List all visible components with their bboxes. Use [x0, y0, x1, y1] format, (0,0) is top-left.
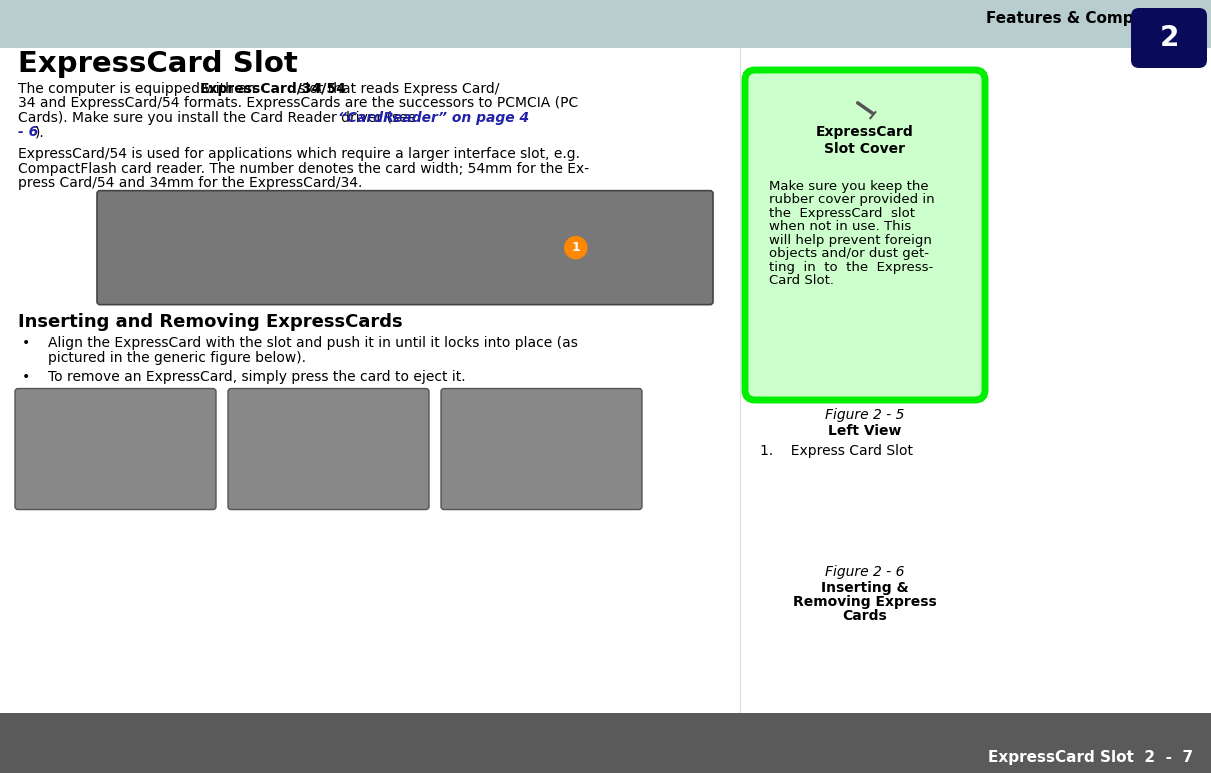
Text: ting  in  to  the  Express-: ting in to the Express- [769, 261, 934, 274]
Text: Make sure you keep the: Make sure you keep the [769, 180, 929, 193]
Text: 2: 2 [1159, 24, 1178, 52]
Text: will help prevent foreign: will help prevent foreign [769, 234, 932, 247]
FancyBboxPatch shape [441, 389, 642, 509]
Text: 1: 1 [572, 241, 580, 254]
Text: To remove an ExpressCard, simply press the card to eject it.: To remove an ExpressCard, simply press t… [48, 369, 465, 384]
Text: •: • [22, 336, 30, 350]
Text: Features & Components: Features & Components [987, 12, 1193, 26]
Text: Inserting and Removing ExpressCards: Inserting and Removing ExpressCards [18, 313, 402, 332]
Circle shape [564, 237, 587, 259]
FancyBboxPatch shape [15, 389, 216, 509]
Text: The computer is equipped with an: The computer is equipped with an [18, 82, 260, 96]
Text: slot that reads Express Card/: slot that reads Express Card/ [294, 82, 499, 96]
FancyBboxPatch shape [0, 0, 1211, 48]
Text: •: • [22, 369, 30, 384]
FancyBboxPatch shape [0, 713, 1211, 773]
Text: ).: ). [35, 125, 45, 139]
Text: “CardReader” on page 4: “CardReader” on page 4 [338, 111, 529, 125]
Text: CompactFlash card reader. The number denotes the card width; 54mm for the Ex-: CompactFlash card reader. The number den… [18, 162, 589, 175]
Text: pictured in the generic figure below).: pictured in the generic figure below). [48, 351, 306, 365]
FancyBboxPatch shape [1131, 8, 1207, 68]
Text: Inserting &: Inserting & [821, 581, 908, 595]
Text: Removing Express: Removing Express [793, 595, 937, 609]
Text: ExpressCard
Slot Cover: ExpressCard Slot Cover [816, 125, 914, 156]
Text: ExpressCard Slot  2  -  7: ExpressCard Slot 2 - 7 [988, 750, 1193, 765]
Text: Figure 2 - 6: Figure 2 - 6 [825, 565, 905, 579]
FancyBboxPatch shape [228, 389, 429, 509]
Text: 34 and ExpressCard/54 formats. ExpressCards are the successors to PCMCIA (PC: 34 and ExpressCard/54 formats. ExpressCa… [18, 97, 578, 111]
Text: Cards: Cards [843, 609, 888, 623]
FancyBboxPatch shape [97, 191, 713, 305]
Text: ExpressCard/54 is used for applications which require a larger interface slot, e: ExpressCard/54 is used for applications … [18, 147, 580, 162]
Text: - 6: - 6 [18, 125, 39, 139]
FancyBboxPatch shape [745, 70, 985, 400]
Text: the  ExpressCard  slot: the ExpressCard slot [769, 207, 916, 220]
Text: Left View: Left View [828, 424, 902, 438]
Text: ExpressCard/34/54: ExpressCard/34/54 [200, 82, 348, 96]
Text: 1.    Express Card Slot: 1. Express Card Slot [761, 444, 913, 458]
Text: ExpressCard Slot: ExpressCard Slot [18, 50, 298, 78]
Text: press Card/54 and 34mm for the ExpressCard/34.: press Card/54 and 34mm for the ExpressCa… [18, 176, 362, 190]
Text: when not in use. This: when not in use. This [769, 220, 911, 233]
Text: objects and/or dust get-: objects and/or dust get- [769, 247, 929, 261]
Text: Align the ExpressCard with the slot and push it in until it locks into place (as: Align the ExpressCard with the slot and … [48, 336, 578, 350]
Text: Card Slot.: Card Slot. [769, 274, 834, 288]
Text: Figure 2 - 5: Figure 2 - 5 [825, 408, 905, 422]
Text: rubber cover provided in: rubber cover provided in [769, 193, 935, 206]
Text: Cards). Make sure you install the Card Reader driver (see: Cards). Make sure you install the Card R… [18, 111, 420, 125]
